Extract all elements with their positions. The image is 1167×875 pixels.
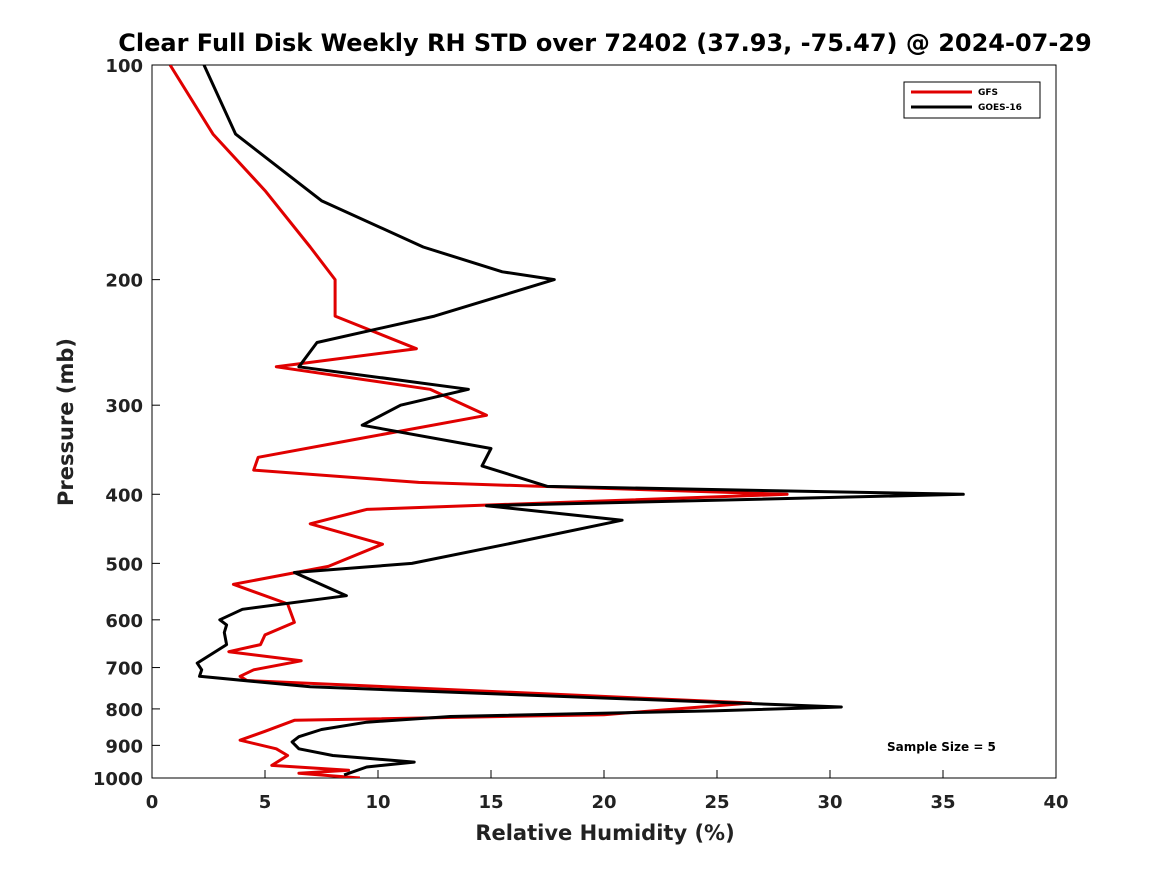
legend-label-goes-16: GOES-16 <box>978 103 1022 113</box>
y-tick-label: 800 <box>105 700 143 721</box>
y-tick-label: 500 <box>105 554 143 575</box>
y-axis: 100 200 300 400 500 600 700 800 900 1000 <box>93 56 160 790</box>
y-tick-label: 1000 <box>93 769 143 790</box>
x-tick-label: 40 <box>1043 792 1068 813</box>
series-line-gfs <box>168 65 789 778</box>
legend-box <box>903 81 1041 119</box>
y-tick-label: 700 <box>105 659 143 680</box>
x-tick-label: 5 <box>259 792 272 813</box>
y-tick-label: 200 <box>105 271 143 292</box>
x-tick-label: 20 <box>591 792 616 813</box>
x-tick-label: 10 <box>365 792 390 813</box>
x-axis: 0 5 10 15 20 25 30 35 40 <box>146 770 1069 813</box>
y-tick-label: 400 <box>105 485 143 506</box>
plot-area: 0 5 10 15 20 25 30 35 40 100 200 300 400 500 600 700 80… <box>93 56 1069 813</box>
sample-size-annotation: Sample Size = 5 <box>887 740 996 754</box>
y-axis-label: Pressure (mb) <box>54 338 78 506</box>
y-tick-label: 300 <box>105 396 143 417</box>
series-lines <box>168 65 965 778</box>
legend-label-gfs: GFS <box>978 88 998 98</box>
y-tick-label: 900 <box>105 736 143 757</box>
y-tick-label: 100 <box>105 56 143 77</box>
x-tick-label: 25 <box>704 792 729 813</box>
x-tick-label: 15 <box>478 792 503 813</box>
x-tick-label: 35 <box>930 792 955 813</box>
y-tick-label: 600 <box>105 611 143 632</box>
x-tick-label: 30 <box>817 792 842 813</box>
chart-title: Clear Full Disk Weekly RH STD over 72402… <box>118 29 1091 57</box>
x-tick-label: 0 <box>146 792 159 813</box>
x-axis-label: Relative Humidity (%) <box>475 821 734 845</box>
series-line-goes-16 <box>195 65 965 777</box>
legend: GFS GOES-16 <box>903 81 1041 119</box>
